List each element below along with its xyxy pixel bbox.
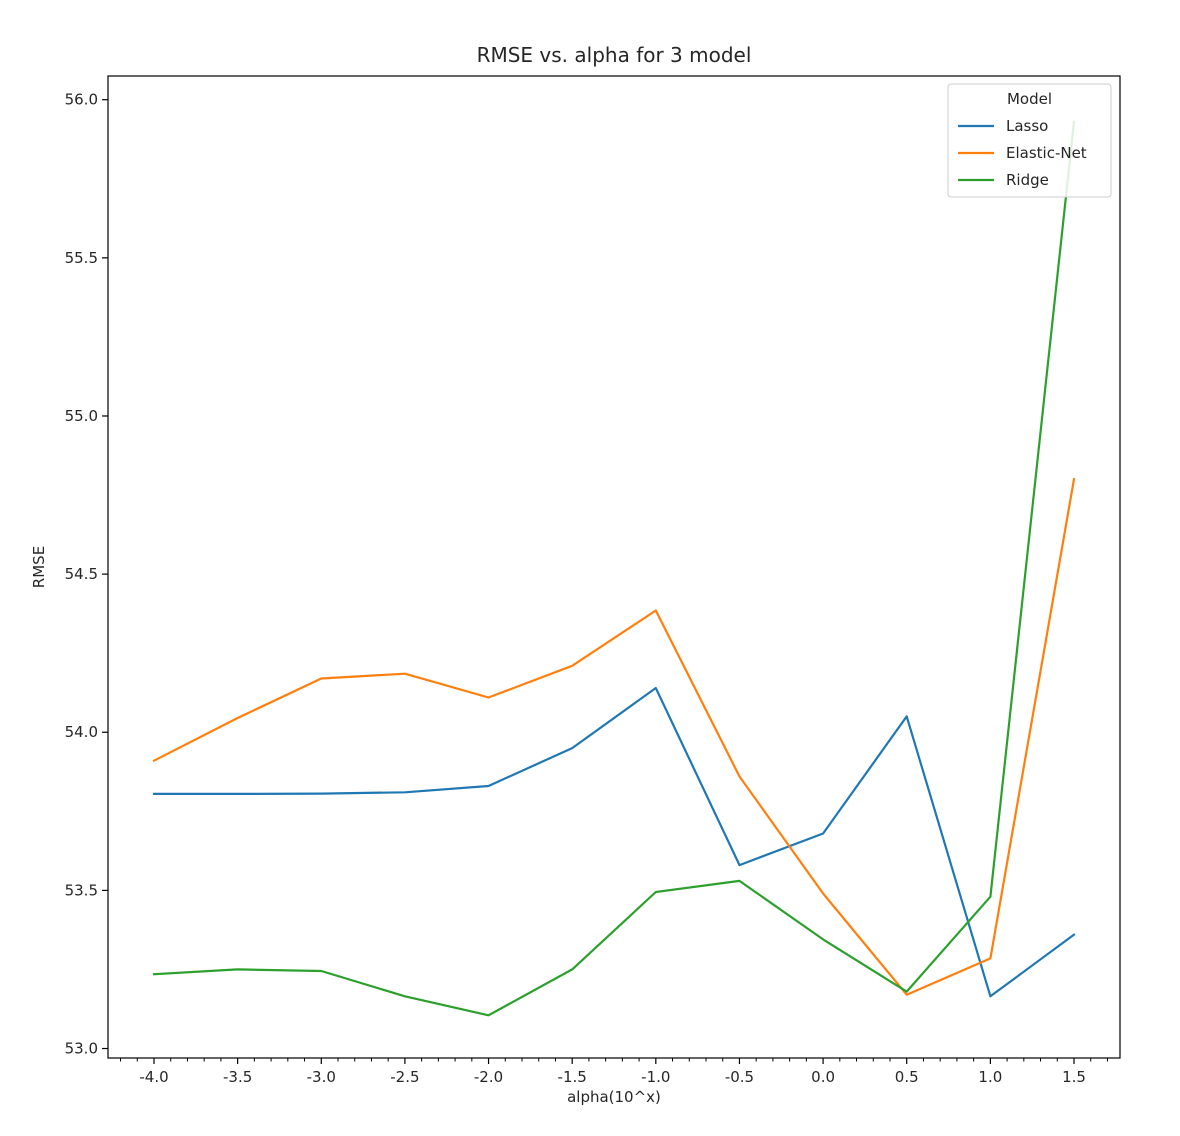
x-tick-label: -3.5 <box>223 1068 252 1086</box>
legend-entry-label: Lasso <box>1006 117 1048 135</box>
x-tick-label: -0.5 <box>725 1068 754 1086</box>
y-axis: 53.0 53.5 54.0 54.5 55.0 55.5 56.0 <box>65 91 108 1058</box>
x-tick-label: -4.0 <box>139 1068 168 1086</box>
x-tick-label: -1.0 <box>641 1068 670 1086</box>
series-line-ridge <box>152 120 1076 1017</box>
plot-area <box>152 120 1076 1017</box>
legend: Model Lasso Elastic-Net Ridge <box>947 83 1112 198</box>
series-line-lasso <box>152 686 1076 998</box>
series-line-elastic-net <box>152 477 1076 996</box>
y-tick-label: 54.0 <box>65 723 98 741</box>
y-tick-label: 56.0 <box>65 91 98 109</box>
x-axis: -4.0 -3.5 -3.0 -2.5 -2.0 -1.5 -1.0 -0.5 0.0 0.5 1.… <box>120 1058 1108 1086</box>
y-tick-label: 55.5 <box>65 249 98 267</box>
x-tick-label: -2.5 <box>390 1068 419 1086</box>
x-axis-label: alpha(10^x) <box>567 1088 661 1106</box>
legend-entry-label: Ridge <box>1006 171 1049 189</box>
axes-frame <box>107 75 1121 1059</box>
x-tick-label: -2.0 <box>474 1068 503 1086</box>
x-tick-label: 0.0 <box>811 1068 835 1086</box>
y-tick-label: 55.0 <box>65 407 98 425</box>
x-tick-label: 1.0 <box>978 1068 1002 1086</box>
legend-title: Model <box>1007 90 1052 108</box>
legend-box <box>947 83 1112 198</box>
x-tick-label: 0.5 <box>895 1068 919 1086</box>
y-tick-label: 53.0 <box>65 1040 98 1058</box>
y-axis-label: RMSE <box>30 546 48 588</box>
legend-entry-label: Elastic-Net <box>1006 144 1087 162</box>
chart-title: RMSE vs. alpha for 3 model <box>477 43 752 67</box>
x-tick-label: 1.5 <box>1062 1068 1086 1086</box>
x-tick-label: -3.0 <box>307 1068 336 1086</box>
y-tick-label: 53.5 <box>65 881 98 899</box>
x-tick-label: -1.5 <box>558 1068 587 1086</box>
y-tick-label: 54.5 <box>65 565 98 583</box>
